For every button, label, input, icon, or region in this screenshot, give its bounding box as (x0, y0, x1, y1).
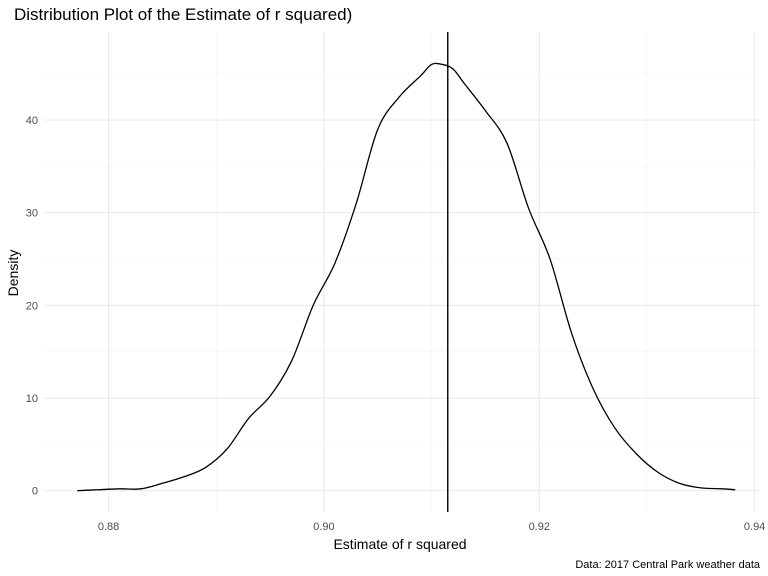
minor-gridlines (44, 32, 760, 512)
x-tick-label: 0.88 (98, 521, 119, 533)
density-curve (77, 62, 736, 492)
y-axis-title: Density (5, 250, 21, 297)
y-tick-label: 10 (26, 393, 38, 405)
tick-labels: 0.88 0.90 0.92 0.94 0 10 20 30 40 (26, 115, 766, 533)
x-tick-label: 0.90 (313, 521, 334, 533)
major-gridlines (44, 32, 760, 512)
chart-caption: Data: 2017 Central Park weather data (575, 559, 761, 571)
x-axis-title: Estimate of r squared (333, 536, 466, 552)
plot-marks (77, 32, 736, 512)
y-tick-label: 0 (32, 486, 38, 498)
x-tick-label: 0.92 (529, 521, 550, 533)
x-tick-label: 0.94 (744, 521, 765, 533)
chart-title: Distribution Plot of the Estimate of r s… (14, 5, 352, 24)
y-tick-label: 20 (26, 300, 38, 312)
y-tick-label: 40 (26, 115, 38, 127)
y-tick-label: 30 (26, 208, 38, 220)
